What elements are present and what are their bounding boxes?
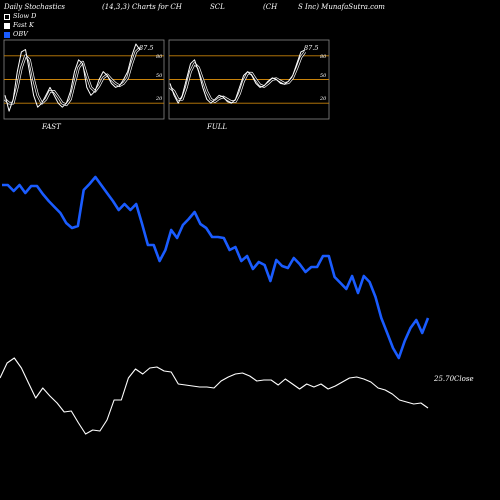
legend-entry-fast-k: Fast K — [4, 21, 36, 30]
full-panel: 87.5 80 50 20 FULL — [168, 39, 330, 131]
full-tick-80: 80 — [320, 54, 327, 60]
fast-fast-k-line — [4, 43, 141, 112]
fast-tick-20: 20 — [155, 96, 163, 102]
fast-panel: 87.5 80 50 20 FAST — [3, 39, 165, 131]
full-slow-d-line — [169, 51, 306, 103]
chart-header-left: Daily Stochastics — [4, 3, 66, 11]
fast-tick-80: 80 — [156, 54, 163, 60]
full-tick-20: 20 — [319, 96, 327, 102]
full-fast-k-line — [169, 49, 306, 104]
chart-header-title: (14,3,3) Charts for CH — [102, 3, 182, 11]
legend-swatch-slow-d — [4, 13, 10, 20]
full-tick-50: 50 — [320, 73, 327, 79]
legend-entry-slow-d: Slow D — [4, 12, 36, 21]
fast-tick-50: 50 — [156, 73, 163, 79]
fast-panel-label: FAST — [41, 123, 62, 131]
chart-legend: Slow D Fast K OBV — [4, 12, 36, 39]
chart-header-source: S Inc) MunafaSutra.com — [298, 3, 385, 11]
full-last-value: 87.5 — [304, 44, 318, 52]
full-panel-label: FULL — [206, 123, 227, 131]
obv-close-panel — [0, 175, 430, 435]
chart-header-symbol: SCL — [210, 3, 225, 11]
legend-swatch-obv — [4, 31, 10, 38]
legend-entry-obv: OBV — [4, 30, 36, 39]
legend-label-slow-d: Slow D — [13, 12, 37, 20]
close-line — [0, 357, 429, 435]
obv-line — [2, 175, 430, 360]
legend-swatch-fast-k — [4, 22, 10, 29]
close-label: 25.70Close — [433, 375, 474, 383]
legend-label-fast-k: Fast K — [13, 21, 34, 29]
chart-header-company: (CH — [263, 3, 278, 11]
legend-label-obv: OBV — [13, 30, 28, 38]
fast-last-value: 87.5 — [139, 44, 153, 52]
